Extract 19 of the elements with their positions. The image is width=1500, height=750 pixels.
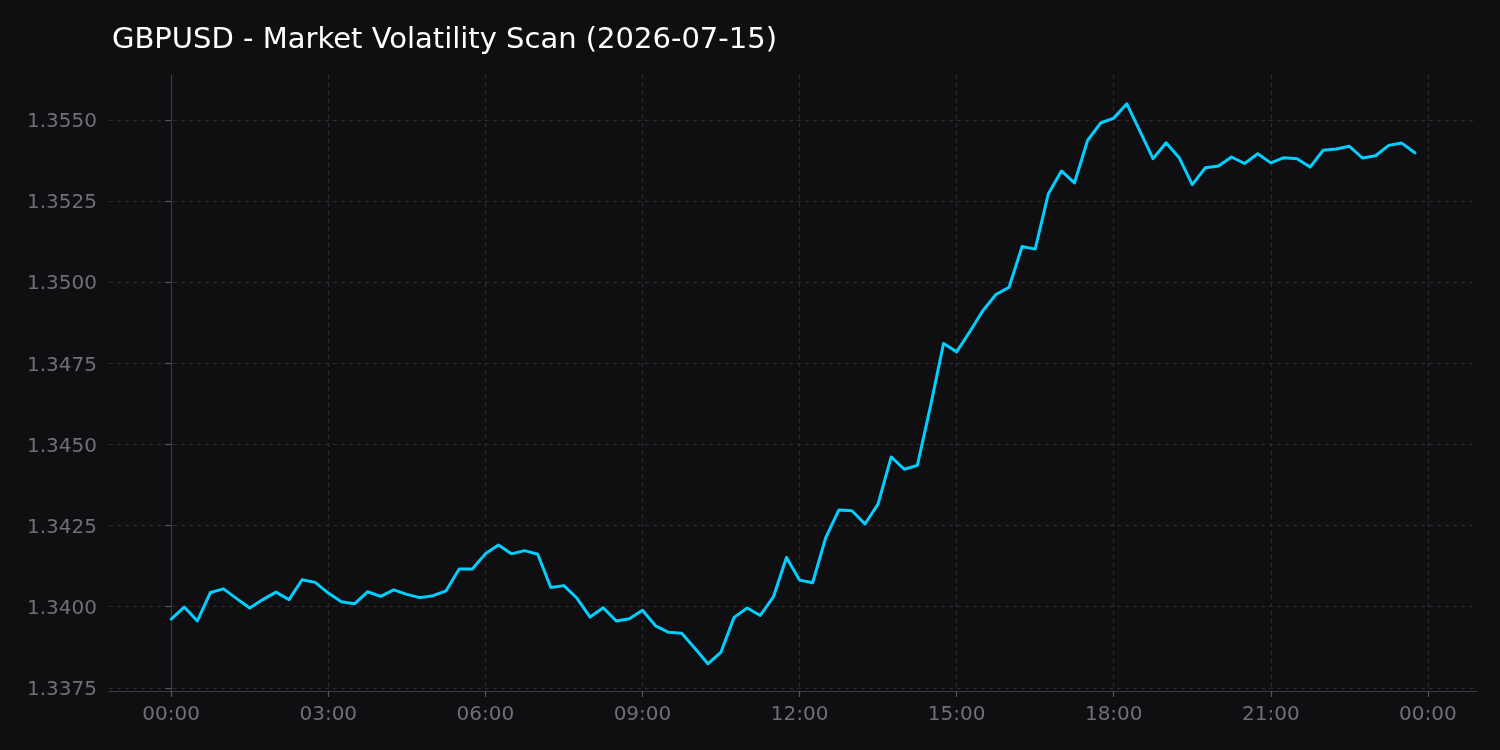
x-tick-label: 15:00 — [927, 701, 986, 725]
x-tick-label: 03:00 — [299, 701, 358, 725]
line-series — [169, 102, 1417, 666]
x-tick-label: 09:00 — [613, 701, 672, 725]
x-tick-label: 21:00 — [1242, 701, 1300, 725]
x-tick-label: 18:00 — [1084, 701, 1143, 725]
y-tick-label: 1.3375 — [27, 675, 97, 700]
x-tick-label: 06:00 — [456, 701, 515, 725]
y-tick-label: 1.3400 — [27, 594, 97, 619]
y-tick-label: 1.3475 — [27, 351, 97, 376]
x-tick-label: 12:00 — [770, 701, 829, 725]
y-tick-label: 1.3450 — [27, 432, 97, 457]
x-tick-label: 00:00 — [1399, 701, 1457, 725]
y-tick-label: 1.3425 — [27, 513, 97, 538]
y-tick-label: 1.3525 — [27, 189, 97, 214]
x-tick-label: 00:00 — [142, 701, 200, 725]
y-tick-label: 1.3550 — [27, 108, 97, 133]
y-tick-label: 1.3500 — [27, 270, 97, 295]
chart-title: GBPUSD - Market Volatility Scan (2026-07-15) — [112, 20, 777, 55]
